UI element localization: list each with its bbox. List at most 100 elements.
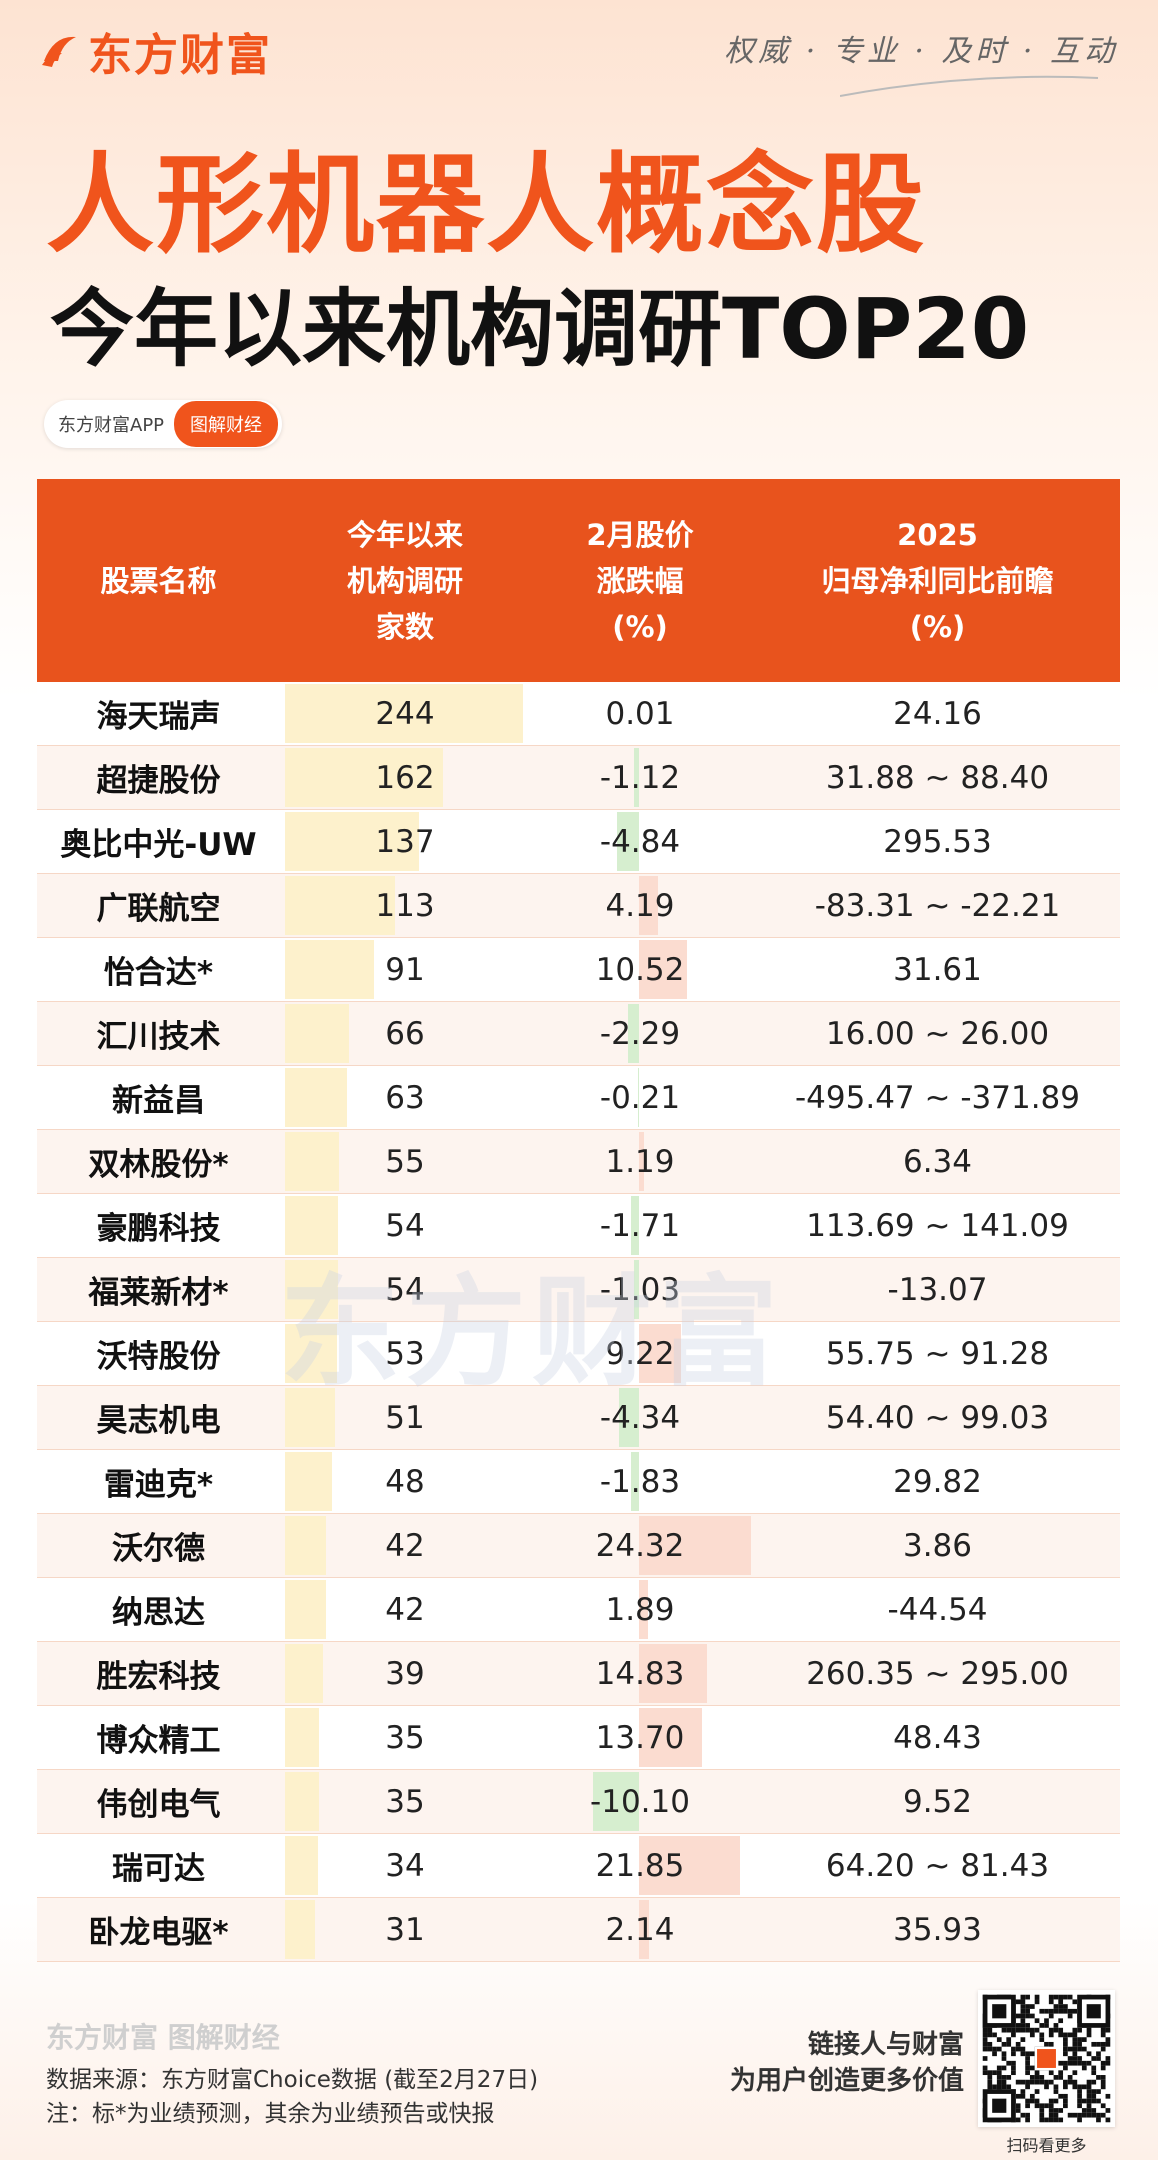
- qr-module: [1039, 2079, 1045, 2085]
- qr-module: [1067, 2060, 1073, 2066]
- cell-value: 54.40 ~ 99.03: [825, 1399, 1050, 1436]
- cell-value: 66: [385, 1015, 425, 1052]
- table-row: 双林股份* 55 1.19 6.34: [37, 1130, 1120, 1194]
- qr-module: [1053, 2098, 1059, 2104]
- qr-module: [1048, 2032, 1054, 2038]
- change-bar: [639, 940, 688, 999]
- table-row: 沃特股份 53 9.22 55.75 ~ 91.28: [37, 1322, 1120, 1386]
- cell-value: 53: [385, 1335, 425, 1372]
- qr-module: [1025, 2098, 1030, 2104]
- qr-module: [1025, 2051, 1030, 2057]
- qr-module: [1048, 2103, 1054, 2109]
- table-row: 胜宏科技 39 14.83 260.35 ~ 295.00: [37, 1642, 1120, 1706]
- header-cell: 2025 归母净利同比前瞻 (%): [755, 479, 1120, 682]
- qr-module: [1048, 2027, 1054, 2033]
- qr-module: [1001, 2065, 1007, 2071]
- qr-module: [1020, 1999, 1026, 2005]
- cell-value: -4.34: [599, 1399, 681, 1436]
- qr-module: [992, 2098, 1007, 2113]
- qr-module: [1096, 2056, 1101, 2061]
- table-row: 奥比中光-UW 137 -4.84 295.53: [37, 810, 1120, 874]
- qr-caption: 扫码看更多: [1006, 2136, 1087, 2155]
- change-bar: [630, 1452, 639, 1511]
- qr-module: [1105, 2093, 1111, 2099]
- qr-module: [1081, 2084, 1087, 2090]
- stock-name: 广联航空: [96, 891, 221, 927]
- qr-module: [1053, 2108, 1059, 2113]
- qr-module: [1077, 2112, 1082, 2118]
- qr-module: [996, 2070, 1002, 2076]
- change-bar: [616, 812, 639, 871]
- qr-module: [1100, 2065, 1106, 2071]
- qr-module: [1091, 2098, 1097, 2104]
- qr-module: [1001, 2075, 1007, 2080]
- qr-module: [1044, 2008, 1049, 2014]
- cell-value: -1.83: [599, 1463, 681, 1500]
- qr-module: [1048, 1994, 1054, 2000]
- header-line: 归母净利同比前瞻: [821, 563, 1054, 598]
- qr-module: [982, 2070, 988, 2076]
- qr-module: [1086, 2112, 1092, 2118]
- qr-module: [1100, 2084, 1106, 2090]
- qr-module: [1001, 2027, 1007, 2033]
- change-bar: [639, 876, 659, 935]
- qr-module: [1072, 2008, 1078, 2014]
- qr-module: [1029, 2065, 1035, 2071]
- footer-slogan: 链接人与财富: [807, 2030, 964, 2060]
- qr-module: [1100, 2027, 1106, 2033]
- qr-module: [1100, 2079, 1106, 2085]
- header-line: 机构调研: [346, 563, 463, 598]
- qr-module: [1067, 2008, 1073, 2014]
- qr-module: [1072, 2060, 1078, 2066]
- decor-swoosh: [840, 75, 1099, 97]
- cell-value: 31.88 ~ 88.40: [825, 759, 1050, 796]
- qr-module: [1015, 2093, 1021, 2099]
- qr-module: [1025, 2004, 1030, 2009]
- qr-module: [992, 2051, 997, 2057]
- qr-module: [1048, 2070, 1054, 2076]
- qr-module: [1015, 2117, 1021, 2123]
- qr-module: [1086, 2032, 1092, 2038]
- qr-module: [1029, 2098, 1035, 2104]
- qr-module: [1091, 2056, 1097, 2061]
- table-row: 雷迪克* 48 -1.83 29.82: [37, 1450, 1120, 1514]
- stock-name: 昊志机电: [96, 1403, 221, 1439]
- qr-module: [1029, 2032, 1035, 2038]
- qr-module: [1067, 2075, 1073, 2080]
- qr-module: [1077, 2084, 1082, 2090]
- cell-value: 48.43: [893, 1719, 982, 1756]
- qr-module: [1039, 2037, 1045, 2042]
- qr-module: [1072, 2046, 1078, 2052]
- qr-module: [1058, 2075, 1064, 2080]
- cell-value: 295.53: [883, 823, 992, 860]
- cell-value: 3.86: [902, 1527, 973, 1564]
- count-bar: [285, 1068, 347, 1127]
- count-bar: [285, 1708, 320, 1767]
- qr-module: [1029, 2004, 1035, 2009]
- header-line: 涨跌幅: [596, 563, 684, 598]
- qr-module: [1029, 2093, 1035, 2099]
- qr-module: [1072, 2084, 1078, 2090]
- stock-name: 新益昌: [112, 1083, 205, 1119]
- qr-module: [1058, 2093, 1064, 2099]
- cell-value: 91: [385, 951, 425, 988]
- cell-value: 21.85: [595, 1847, 685, 1884]
- qr-module: [1072, 2079, 1078, 2085]
- qr-module: [1048, 2041, 1054, 2047]
- cell-value: 51: [385, 1399, 425, 1436]
- stock-name: 怡合达*: [103, 955, 214, 991]
- qr-module: [1006, 2075, 1012, 2080]
- qr-module: [1100, 2112, 1106, 2118]
- title: 人形机器人概念股: [46, 143, 927, 268]
- qr-module: [1105, 2056, 1111, 2061]
- qr-module: [1029, 2051, 1035, 2057]
- header-line: (%): [612, 609, 668, 644]
- header-line: (%): [909, 609, 966, 644]
- qr-module: [1039, 2108, 1045, 2113]
- footer-brand: 东方财富 图解财经: [46, 2021, 280, 2054]
- count-bar: [285, 1196, 338, 1255]
- cell-value: -4.84: [599, 823, 681, 860]
- qr-module: [1034, 2018, 1040, 2024]
- qr-module: [1096, 2051, 1101, 2057]
- cell-value: 63: [385, 1079, 425, 1116]
